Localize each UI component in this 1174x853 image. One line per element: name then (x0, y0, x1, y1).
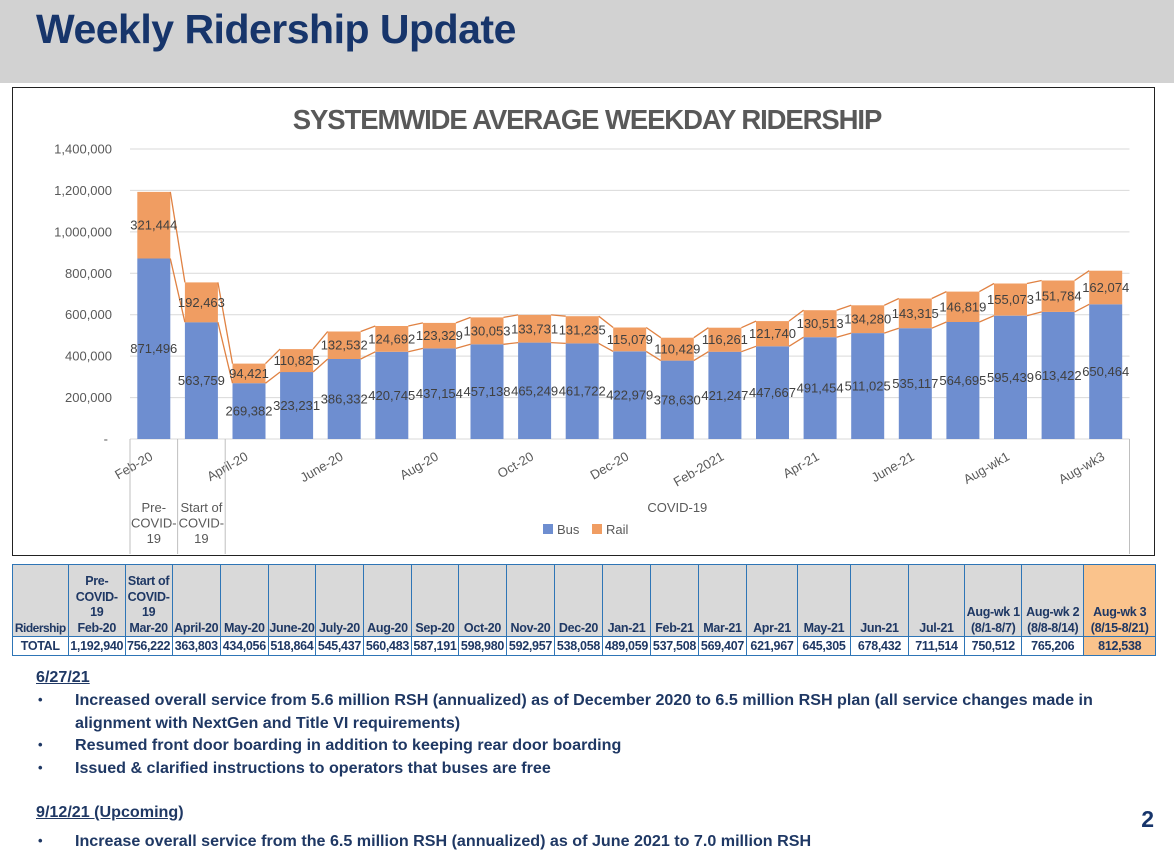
svg-text:151,784: 151,784 (1035, 289, 1082, 304)
svg-text:613,422: 613,422 (1035, 368, 1082, 383)
svg-text:200,000: 200,000 (65, 390, 112, 405)
svg-text:386,332: 386,332 (321, 392, 368, 407)
svg-text:Start of: Start of (180, 500, 222, 515)
svg-text:COVID-19: COVID-19 (647, 500, 707, 515)
svg-text:563,759: 563,759 (178, 373, 225, 388)
svg-text:162,074: 162,074 (1082, 280, 1129, 295)
svg-text:511,025: 511,025 (845, 379, 891, 394)
svg-text:650,464: 650,464 (1082, 364, 1129, 379)
svg-text:COVID-: COVID- (179, 516, 225, 531)
svg-text:192,463: 192,463 (178, 295, 225, 310)
svg-text:269,382: 269,382 (226, 404, 273, 419)
svg-text:Apr-21: Apr-21 (780, 449, 821, 482)
svg-text:447,667: 447,667 (749, 385, 796, 400)
svg-text:116,261: 116,261 (702, 332, 748, 347)
svg-text:595,439: 595,439 (987, 370, 1034, 385)
svg-text:461,722: 461,722 (559, 384, 606, 399)
svg-text:321,444: 321,444 (130, 218, 177, 233)
svg-text:Feb-20: Feb-20 (112, 449, 155, 483)
svg-text:143,315: 143,315 (892, 306, 939, 321)
svg-text:121,740: 121,740 (749, 326, 796, 341)
svg-text:Bus: Bus (557, 522, 580, 537)
svg-text:421,247: 421,247 (701, 388, 748, 403)
svg-text:132,532: 132,532 (321, 338, 368, 353)
svg-text:465,249: 465,249 (511, 383, 558, 398)
svg-text:131,235: 131,235 (559, 322, 606, 337)
svg-text:June-20: June-20 (298, 449, 346, 485)
svg-text:April-20: April-20 (204, 449, 250, 484)
svg-text:94,421: 94,421 (229, 366, 269, 381)
svg-text:Feb-2021: Feb-2021 (671, 449, 727, 490)
svg-text:800,000: 800,000 (65, 266, 112, 281)
svg-text:Oct-20: Oct-20 (495, 449, 536, 481)
svg-text:-: - (104, 432, 108, 447)
svg-text:146,819: 146,819 (939, 299, 986, 314)
svg-text:134,280: 134,280 (844, 312, 891, 327)
svg-text:535,117: 535,117 (892, 376, 938, 391)
svg-text:323,231: 323,231 (273, 398, 320, 413)
svg-text:Aug-20: Aug-20 (397, 449, 441, 483)
svg-text:130,513: 130,513 (797, 316, 844, 331)
svg-text:130,053: 130,053 (464, 323, 511, 338)
svg-text:491,454: 491,454 (797, 381, 844, 396)
svg-text:1,400,000: 1,400,000 (54, 142, 112, 157)
svg-text:Dec-20: Dec-20 (587, 449, 631, 483)
svg-text:600,000: 600,000 (65, 307, 112, 322)
svg-text:Aug-wk1: Aug-wk1 (961, 449, 1012, 487)
svg-text:19: 19 (194, 531, 208, 546)
svg-text:1,000,000: 1,000,000 (54, 224, 112, 239)
svg-text:Rail: Rail (606, 522, 629, 537)
svg-text:871,496: 871,496 (130, 341, 177, 356)
svg-text:422,979: 422,979 (606, 388, 653, 403)
svg-text:155,073: 155,073 (987, 292, 1034, 307)
svg-text:1,200,000: 1,200,000 (54, 183, 112, 198)
svg-text:420,745: 420,745 (368, 388, 415, 403)
svg-text:110,429: 110,429 (654, 342, 700, 357)
svg-text:133,731: 133,731 (511, 321, 558, 336)
svg-text:Pre-: Pre- (142, 500, 167, 515)
svg-text:110,825: 110,825 (274, 353, 320, 368)
svg-text:378,630: 378,630 (654, 392, 701, 407)
svg-text:19: 19 (147, 531, 161, 546)
svg-text:COVID-: COVID- (131, 516, 177, 531)
svg-text:457,138: 457,138 (464, 384, 511, 399)
svg-text:400,000: 400,000 (65, 349, 112, 364)
svg-text:564,695: 564,695 (939, 373, 986, 388)
svg-text:Aug-wk3: Aug-wk3 (1056, 449, 1107, 487)
svg-text:124,692: 124,692 (368, 331, 415, 346)
svg-text:June-21: June-21 (869, 449, 917, 485)
svg-text:437,154: 437,154 (416, 386, 463, 401)
svg-text:123,329: 123,329 (416, 328, 463, 343)
svg-text:115,079: 115,079 (607, 332, 653, 347)
